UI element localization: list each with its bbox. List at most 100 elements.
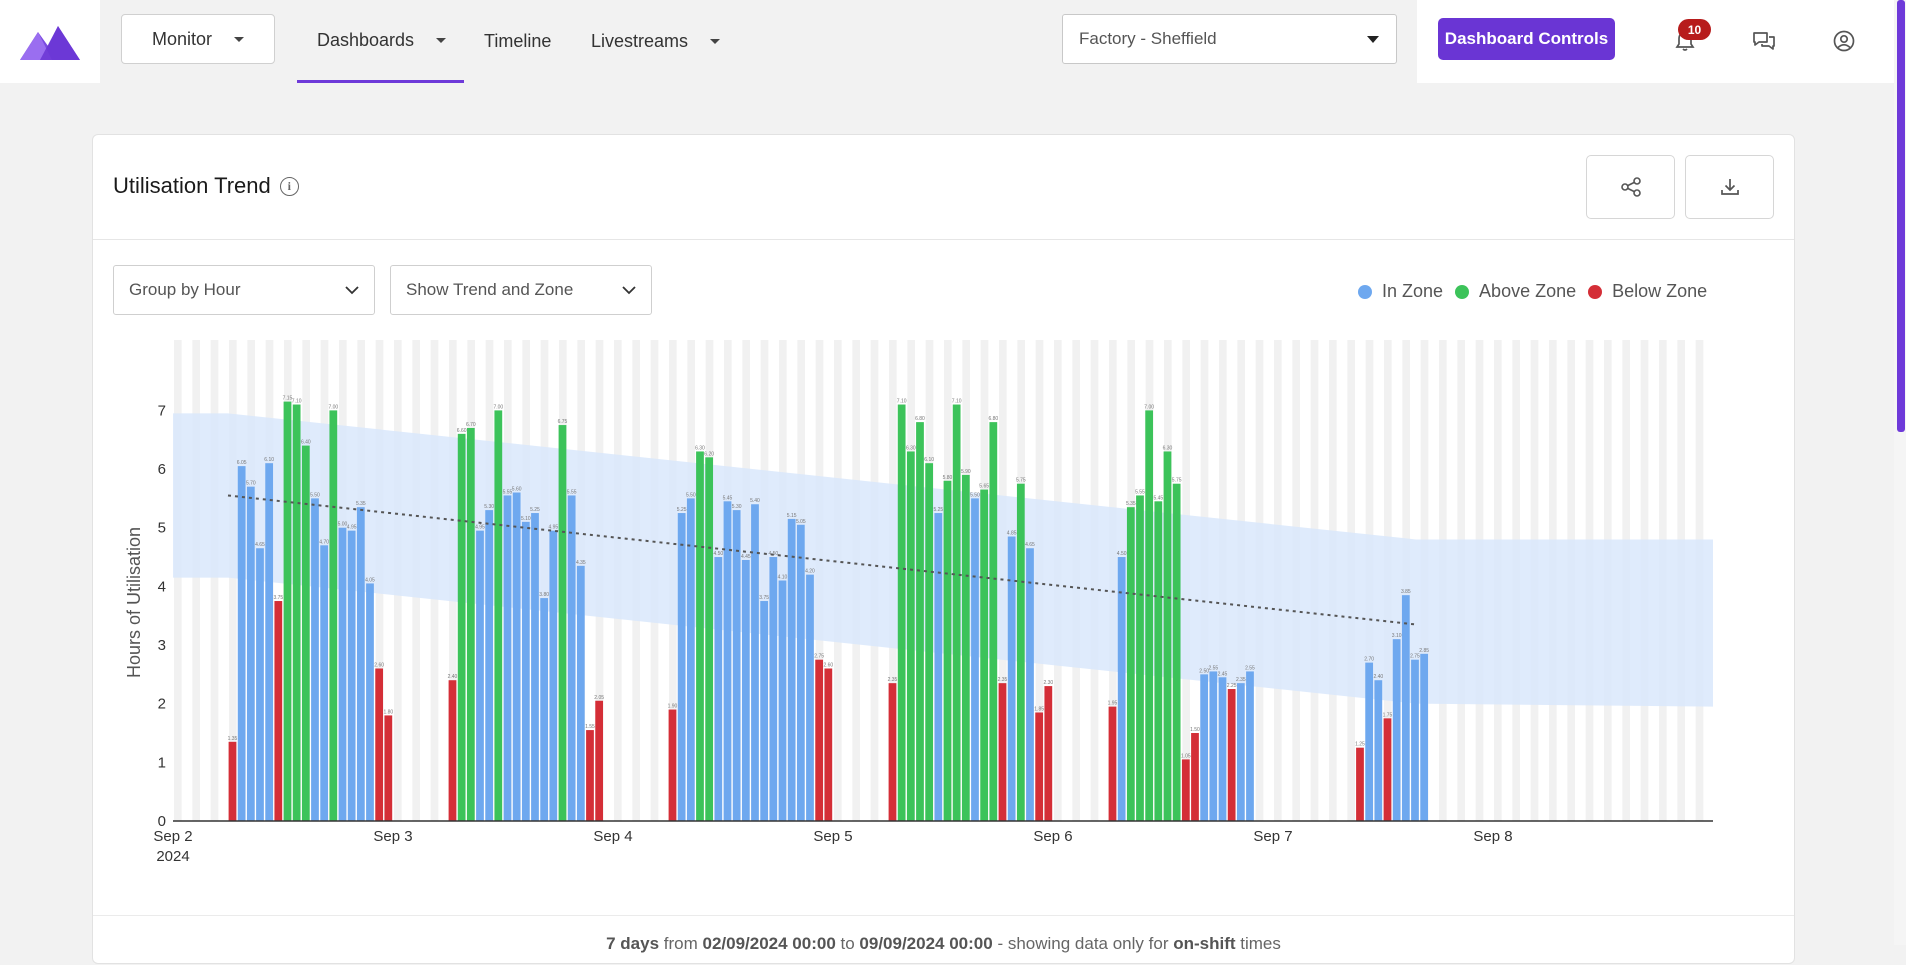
bar[interactable] <box>1026 548 1034 821</box>
bar[interactable] <box>943 480 952 821</box>
bar[interactable] <box>356 507 365 821</box>
bar[interactable] <box>338 527 347 821</box>
site-select[interactable]: Factory - Sheffield <box>1062 14 1397 64</box>
bar[interactable] <box>549 530 558 821</box>
app-logo[interactable] <box>0 0 100 83</box>
bar[interactable] <box>283 401 292 821</box>
bar[interactable] <box>586 730 594 821</box>
bar[interactable] <box>934 513 943 821</box>
bar[interactable] <box>265 463 274 821</box>
bar[interactable] <box>815 659 824 821</box>
bar[interactable] <box>1209 671 1218 821</box>
bar[interactable] <box>521 521 530 821</box>
bar[interactable] <box>952 404 961 821</box>
bar[interactable] <box>686 498 695 821</box>
bar[interactable] <box>1016 483 1025 821</box>
chat-icon[interactable] <box>1749 26 1779 56</box>
download-button[interactable] <box>1685 155 1774 219</box>
bar[interactable] <box>485 510 494 821</box>
bar[interactable] <box>476 530 484 821</box>
bar[interactable] <box>512 492 521 821</box>
share-button[interactable] <box>1586 155 1675 219</box>
bar[interactable] <box>375 668 384 821</box>
bar[interactable] <box>1246 671 1254 821</box>
bar[interactable] <box>1356 747 1364 821</box>
bar[interactable] <box>796 524 805 821</box>
user-account-icon[interactable] <box>1829 26 1859 56</box>
bar[interactable] <box>494 410 503 821</box>
bar[interactable] <box>1007 536 1016 821</box>
bar[interactable] <box>595 700 604 821</box>
bar[interactable] <box>677 513 686 821</box>
bar[interactable] <box>723 501 732 821</box>
bar[interactable] <box>824 668 833 821</box>
bar[interactable] <box>1420 653 1429 821</box>
bar[interactable] <box>741 559 750 821</box>
bar[interactable] <box>503 495 512 821</box>
bar[interactable] <box>1154 501 1163 821</box>
bar[interactable] <box>1365 662 1374 821</box>
bar[interactable] <box>888 683 897 821</box>
bar[interactable] <box>998 683 1007 821</box>
bar[interactable] <box>540 598 549 821</box>
bar[interactable] <box>1163 451 1172 821</box>
tab-timeline[interactable]: Timeline <box>484 0 551 83</box>
bar[interactable] <box>1218 677 1227 821</box>
bar[interactable] <box>751 504 759 821</box>
bar[interactable] <box>1172 483 1181 821</box>
bar[interactable] <box>256 548 264 821</box>
bar[interactable] <box>457 433 466 821</box>
bar[interactable] <box>1136 495 1144 821</box>
bar[interactable] <box>576 565 585 821</box>
bar[interactable] <box>246 486 255 821</box>
bar[interactable] <box>1126 507 1135 821</box>
bar[interactable] <box>1392 639 1401 821</box>
bar[interactable] <box>732 510 741 821</box>
bar[interactable] <box>1227 689 1236 821</box>
group-by-select[interactable]: Group by Hour <box>113 265 375 315</box>
tab-livestreams[interactable]: Livestreams <box>591 0 721 83</box>
bar[interactable] <box>1191 733 1199 821</box>
bar[interactable] <box>1044 686 1053 821</box>
bar[interactable] <box>1108 706 1117 821</box>
bar[interactable] <box>1145 410 1154 821</box>
tab-dashboards[interactable]: Dashboards <box>297 0 464 83</box>
bar[interactable] <box>329 410 338 821</box>
bar[interactable] <box>366 583 374 821</box>
bar[interactable] <box>1117 557 1126 821</box>
monitor-dropdown[interactable]: Monitor <box>121 14 275 64</box>
bar[interactable] <box>714 557 723 821</box>
bar[interactable] <box>347 530 356 821</box>
bar[interactable] <box>787 518 796 821</box>
info-icon[interactable]: i <box>279 176 299 196</box>
bar[interactable] <box>1383 718 1392 821</box>
bar[interactable] <box>228 741 237 821</box>
bar[interactable] <box>705 457 714 821</box>
bar[interactable] <box>448 680 457 821</box>
legend-item-below-zone[interactable]: Below Zone <box>1588 281 1707 302</box>
bar[interactable] <box>980 489 989 821</box>
scrollbar-thumb[interactable] <box>1897 0 1905 432</box>
bar[interactable] <box>897 404 906 821</box>
bar[interactable] <box>760 601 769 821</box>
bar[interactable] <box>806 574 814 821</box>
legend-item-in-zone[interactable]: In Zone <box>1358 281 1443 302</box>
legend-item-above-zone[interactable]: Above Zone <box>1455 281 1576 302</box>
bar[interactable] <box>311 498 319 821</box>
bar[interactable] <box>696 451 704 821</box>
bar[interactable] <box>906 451 915 821</box>
bar[interactable] <box>1401 595 1410 821</box>
bar[interactable] <box>1374 680 1383 821</box>
bar[interactable] <box>237 466 246 821</box>
show-mode-select[interactable]: Show Trend and Zone <box>390 265 652 315</box>
bar[interactable] <box>961 474 970 821</box>
dashboard-controls-button[interactable]: Dashboard Controls <box>1438 18 1615 60</box>
bar[interactable] <box>567 495 576 821</box>
bar[interactable] <box>1035 712 1044 821</box>
bar[interactable] <box>292 404 301 821</box>
bar[interactable] <box>778 580 787 822</box>
bar[interactable] <box>1236 683 1245 821</box>
bar[interactable] <box>971 498 979 821</box>
bar[interactable] <box>320 545 329 821</box>
bar[interactable] <box>989 422 998 821</box>
